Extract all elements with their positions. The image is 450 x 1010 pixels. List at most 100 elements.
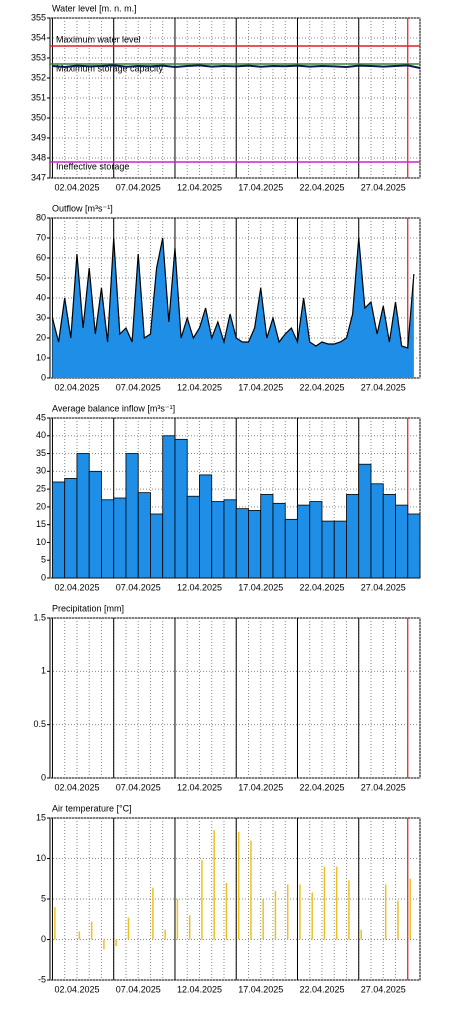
- y-tick-label: 20: [36, 332, 46, 342]
- panel-title: Average balance inflow [m³s⁻¹]: [52, 403, 175, 413]
- inflow-step: [101, 499, 115, 579]
- inflow-step: [248, 510, 262, 579]
- x-tick-label: 27.04.2025: [361, 582, 406, 592]
- y-tick-label: 0.5: [33, 719, 46, 729]
- x-tick-label: 07.04.2025: [116, 984, 161, 994]
- y-tick-label: 15: [36, 812, 46, 822]
- y-tick-label: 50: [36, 272, 46, 282]
- y-tick-label: 70: [36, 232, 46, 242]
- y-tick-label: 5: [41, 893, 46, 903]
- x-tick-label: 22.04.2025: [299, 782, 344, 792]
- reference-label: Maximum water level: [56, 34, 141, 44]
- inflow-step: [382, 494, 396, 579]
- reference-label: Maximum storage capacity: [56, 63, 164, 73]
- inflow-step: [272, 502, 286, 579]
- x-tick-label: 07.04.2025: [116, 782, 161, 792]
- inflow-step: [321, 520, 335, 579]
- x-tick-label: 17.04.2025: [238, 382, 283, 392]
- y-tick-label: 352: [31, 72, 46, 82]
- x-tick-label: 22.04.2025: [299, 182, 344, 192]
- y-tick-label: 40: [36, 430, 46, 440]
- inflow-step: [284, 518, 298, 579]
- y-tick-label: 351: [31, 92, 46, 102]
- y-tick-label: 0: [41, 934, 46, 944]
- panel-title: Water level [m. n. m.]: [52, 3, 137, 13]
- inflow-step: [223, 499, 237, 579]
- y-tick-label: 10: [36, 537, 46, 547]
- x-tick-label: 22.04.2025: [299, 984, 344, 994]
- x-tick-label: 22.04.2025: [299, 582, 344, 592]
- x-tick-label: 12.04.2025: [177, 782, 222, 792]
- y-tick-label: 80: [36, 212, 46, 222]
- x-tick-label: 07.04.2025: [116, 582, 161, 592]
- y-tick-label: 35: [36, 448, 46, 458]
- x-tick-label: 02.04.2025: [54, 182, 99, 192]
- y-tick-label: 0: [41, 372, 46, 382]
- inflow-step: [333, 520, 347, 579]
- x-tick-label: 07.04.2025: [116, 182, 161, 192]
- inflow-step: [370, 483, 384, 579]
- inflow-step: [199, 474, 213, 579]
- y-tick-label: 1: [41, 666, 46, 676]
- y-tick-label: 349: [31, 132, 46, 142]
- x-tick-label: 02.04.2025: [54, 782, 99, 792]
- y-tick-label: 5: [41, 555, 46, 565]
- inflow-step: [88, 470, 102, 579]
- y-tick-label: 40: [36, 292, 46, 302]
- plot-frame: [49, 617, 421, 779]
- x-tick-label: 17.04.2025: [238, 984, 283, 994]
- y-tick-label: 347: [31, 172, 46, 182]
- inflow-step: [52, 481, 66, 579]
- x-tick-label: 17.04.2025: [238, 782, 283, 792]
- inflow-step: [186, 495, 200, 579]
- x-tick-label: 12.04.2025: [177, 582, 222, 592]
- y-tick-label: 0: [41, 572, 46, 582]
- y-tick-label: 10: [36, 352, 46, 362]
- y-tick-label: 15: [36, 519, 46, 529]
- inflow-step: [309, 501, 323, 579]
- y-tick-label: 353: [31, 52, 46, 62]
- plot-frame: [49, 817, 421, 981]
- panel-title: Air temperature [°C]: [52, 803, 132, 813]
- y-tick-label: 45: [36, 412, 46, 422]
- x-tick-label: 22.04.2025: [299, 382, 344, 392]
- y-tick-label: 1.5: [33, 612, 46, 622]
- x-tick-label: 27.04.2025: [361, 382, 406, 392]
- y-tick-label: 30: [36, 466, 46, 476]
- y-tick-label: 348: [31, 152, 46, 162]
- y-tick-label: 355: [31, 12, 46, 22]
- y-tick-label: 354: [31, 32, 46, 42]
- inflow-step: [395, 504, 409, 579]
- outflow-line: [51, 237, 415, 349]
- x-tick-label: 07.04.2025: [116, 382, 161, 392]
- x-tick-label: 02.04.2025: [54, 582, 99, 592]
- y-tick-label: 20: [36, 501, 46, 511]
- inflow-step: [407, 513, 421, 579]
- panel-title: Outflow [m³s⁻¹]: [52, 203, 113, 213]
- inflow-step: [346, 494, 360, 579]
- inflow-step: [125, 453, 139, 579]
- panel-title: Precipitation [mm]: [52, 603, 124, 613]
- y-tick-label: 25: [36, 483, 46, 493]
- x-tick-label: 12.04.2025: [177, 984, 222, 994]
- y-tick-label: 0: [41, 772, 46, 782]
- x-tick-label: 27.04.2025: [361, 984, 406, 994]
- inflow-step: [76, 453, 90, 579]
- inflow-step: [113, 497, 127, 579]
- y-tick-label: 30: [36, 312, 46, 322]
- x-tick-label: 02.04.2025: [54, 382, 99, 392]
- y-tick-label: 350: [31, 112, 46, 122]
- reference-label: Ineffective storage: [56, 161, 129, 171]
- x-tick-label: 12.04.2025: [177, 382, 222, 392]
- x-tick-label: 17.04.2025: [238, 182, 283, 192]
- inflow-step: [235, 508, 249, 579]
- inflow-step: [137, 492, 151, 579]
- x-tick-label: 27.04.2025: [361, 182, 406, 192]
- inflow-step: [211, 501, 225, 579]
- y-tick-label: -5: [38, 974, 46, 984]
- inflow-step: [174, 438, 188, 579]
- y-tick-label: 10: [36, 853, 46, 863]
- inflow-step: [162, 435, 176, 579]
- x-tick-label: 12.04.2025: [177, 182, 222, 192]
